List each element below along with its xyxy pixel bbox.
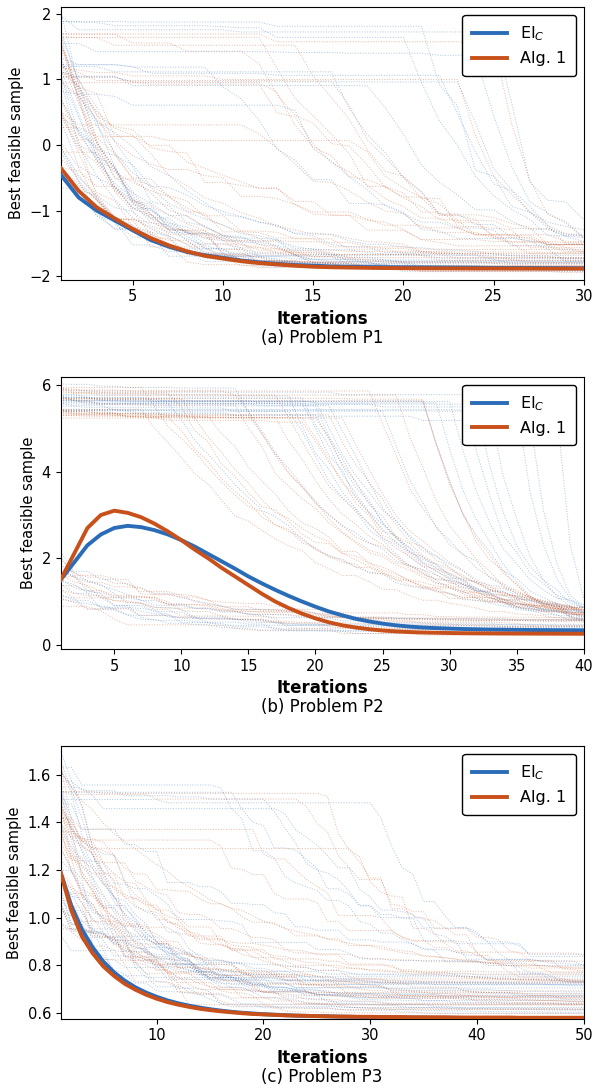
Text: (b) Problem P2: (b) Problem P2: [261, 698, 383, 716]
X-axis label: Iterations: Iterations: [277, 310, 368, 327]
Y-axis label: Best feasible sample: Best feasible sample: [8, 67, 23, 220]
X-axis label: Iterations: Iterations: [277, 679, 368, 697]
Legend: EI$_C$, Alg. 1: EI$_C$, Alg. 1: [463, 384, 576, 445]
X-axis label: Iterations: Iterations: [277, 1049, 368, 1067]
Legend: EI$_C$, Alg. 1: EI$_C$, Alg. 1: [463, 15, 576, 76]
Text: (c) Problem P3: (c) Problem P3: [262, 1067, 383, 1086]
Y-axis label: Best feasible sample: Best feasible sample: [21, 436, 36, 589]
Y-axis label: Best feasible sample: Best feasible sample: [7, 806, 22, 959]
Text: (a) Problem P1: (a) Problem P1: [261, 329, 383, 347]
Legend: EI$_C$, Alg. 1: EI$_C$, Alg. 1: [463, 754, 576, 815]
